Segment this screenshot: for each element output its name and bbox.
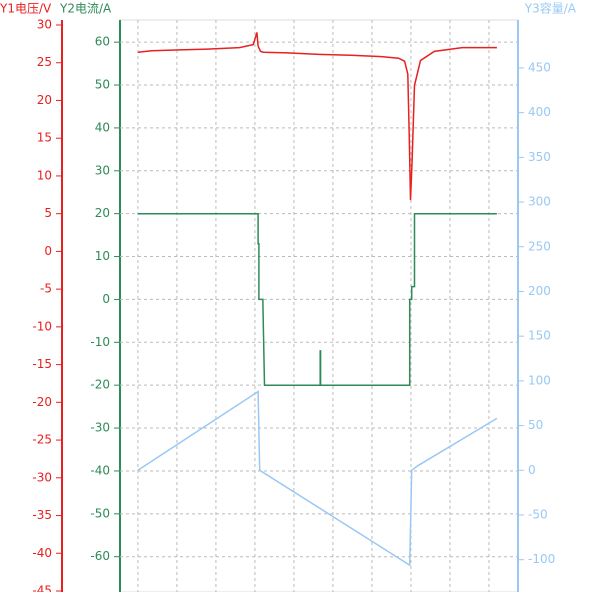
y-tick-label: 0 <box>102 292 110 306</box>
y-tick-label: -35 <box>32 508 52 522</box>
y-tick-label: -10 <box>90 335 110 349</box>
y-tick-label: 100 <box>528 373 551 387</box>
y-tick-label: -50 <box>90 506 110 520</box>
y-tick-label: 25 <box>37 55 52 69</box>
y-tick-label: -60 <box>90 549 110 563</box>
y-tick-label: -5 <box>40 282 52 296</box>
y-tick-label: 0 <box>528 463 536 477</box>
y2-title: Y2电流/A <box>59 2 112 16</box>
y-tick-label: -20 <box>90 378 110 392</box>
series-line <box>137 212 497 386</box>
y-tick-label: -100 <box>528 552 555 566</box>
y-tick-label: -40 <box>32 546 52 560</box>
y-tick-label: -15 <box>32 357 52 371</box>
y-tick-label: -30 <box>32 470 52 484</box>
y-tick-label: -25 <box>32 433 52 447</box>
y-tick-label: 450 <box>528 60 551 74</box>
y-tick-label: -50 <box>528 507 548 521</box>
y-tick-label: 300 <box>528 195 551 209</box>
y-tick-label: 30 <box>37 18 52 32</box>
y-tick-label: -45 <box>32 584 52 592</box>
y-tick-label: 0 <box>44 244 52 258</box>
y-tick-label: -40 <box>90 463 110 477</box>
y-tick-label: -10 <box>32 319 52 333</box>
y-tick-label: 60 <box>95 35 110 49</box>
y-tick-label: 40 <box>95 120 110 134</box>
y-tick-label: 200 <box>528 284 551 298</box>
series-line <box>137 390 498 567</box>
y-tick-label: 350 <box>528 150 551 164</box>
y-tick-label: 30 <box>95 163 110 177</box>
series-line <box>137 32 497 201</box>
y-tick-label: 50 <box>528 418 543 432</box>
y-tick-label: -30 <box>90 421 110 435</box>
y-tick-label: 15 <box>37 131 52 145</box>
y-tick-label: 10 <box>37 168 52 182</box>
y-tick-label: 250 <box>528 239 551 253</box>
y-tick-label: 20 <box>37 93 52 107</box>
y-tick-label: 150 <box>528 329 551 343</box>
y-tick-label: -20 <box>32 395 52 409</box>
y-tick-label: 20 <box>95 206 110 220</box>
y-tick-label: 50 <box>95 78 110 92</box>
y1-title: Y1电压/V <box>0 2 52 16</box>
y-tick-label: 10 <box>95 249 110 263</box>
y-tick-label: 5 <box>44 206 52 220</box>
y-tick-label: 400 <box>528 105 551 119</box>
y3-title: Y3容量/A <box>524 1 577 16</box>
plot-area <box>119 19 519 592</box>
